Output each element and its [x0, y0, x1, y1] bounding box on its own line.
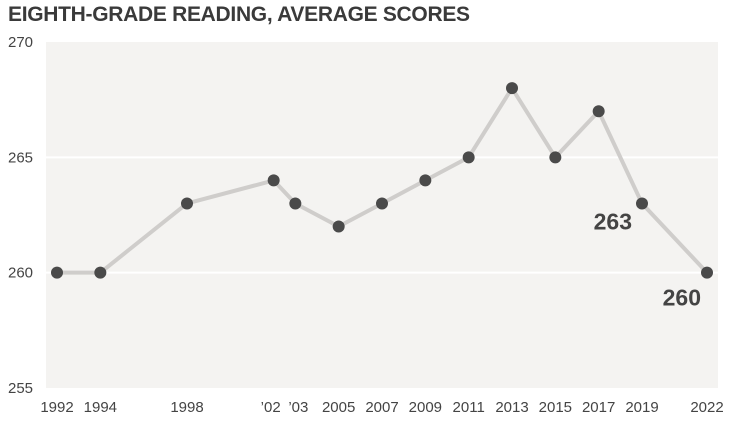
x-tick-label-2005: 2005	[322, 399, 355, 416]
data-point-2017	[592, 105, 605, 118]
data-point-2022	[701, 266, 713, 279]
chart-title: EIGHTH-GRADE READING, AVERAGE SCORES	[8, 3, 470, 26]
x-tick-label-2002: ’02	[261, 399, 281, 416]
x-tick-label-2022: 2022	[690, 399, 723, 416]
y-tick-label-270: 270	[8, 34, 33, 51]
x-tick-label-1992: 1992	[40, 399, 73, 416]
data-point-2013	[506, 82, 518, 95]
data-point-2002	[267, 174, 280, 187]
x-tick-label-2013: 2013	[495, 399, 528, 416]
y-tick-label-255: 255	[8, 380, 33, 397]
x-tick-label-2007: 2007	[365, 399, 398, 416]
data-point-1992	[51, 266, 63, 279]
data-label-2019: 263	[594, 208, 632, 234]
data-point-2011	[462, 151, 475, 164]
data-point-2007	[376, 197, 388, 210]
x-axis-ticks: 1992 1994 1998 ’02 ’03 2005 2007 2009 2011 2013 20…	[40, 399, 723, 416]
data-labels: 263 260	[594, 208, 701, 310]
x-tick-label-2017: 2017	[582, 399, 615, 416]
data-point-2005	[332, 220, 345, 233]
data-point-2019	[636, 197, 648, 210]
series-line	[57, 86, 709, 275]
x-tick-label-1998: 1998	[170, 399, 203, 416]
y-axis-ticks: 255 260 265 270	[8, 34, 33, 397]
data-point-2003	[289, 197, 302, 210]
x-tick-label-1994: 1994	[84, 399, 117, 416]
x-tick-label-2011: 2011	[453, 399, 485, 416]
data-point-2009	[419, 174, 432, 187]
y-tick-label-265: 265	[8, 149, 33, 166]
x-tick-label-2015: 2015	[539, 399, 572, 416]
x-tick-label-2019: 2019	[625, 399, 658, 416]
data-point-1998	[181, 197, 193, 210]
x-tick-label-2009: 2009	[409, 399, 442, 416]
y-tick-label-260: 260	[8, 265, 33, 282]
data-label-2022: 260	[663, 285, 701, 311]
x-tick-label-2003: ’03	[288, 399, 308, 416]
data-point-1994	[94, 266, 107, 279]
gridlines	[46, 156, 718, 274]
plot-background	[46, 42, 718, 388]
series-line-layer	[57, 86, 709, 275]
data-points	[51, 82, 713, 279]
data-point-2015	[549, 151, 562, 164]
